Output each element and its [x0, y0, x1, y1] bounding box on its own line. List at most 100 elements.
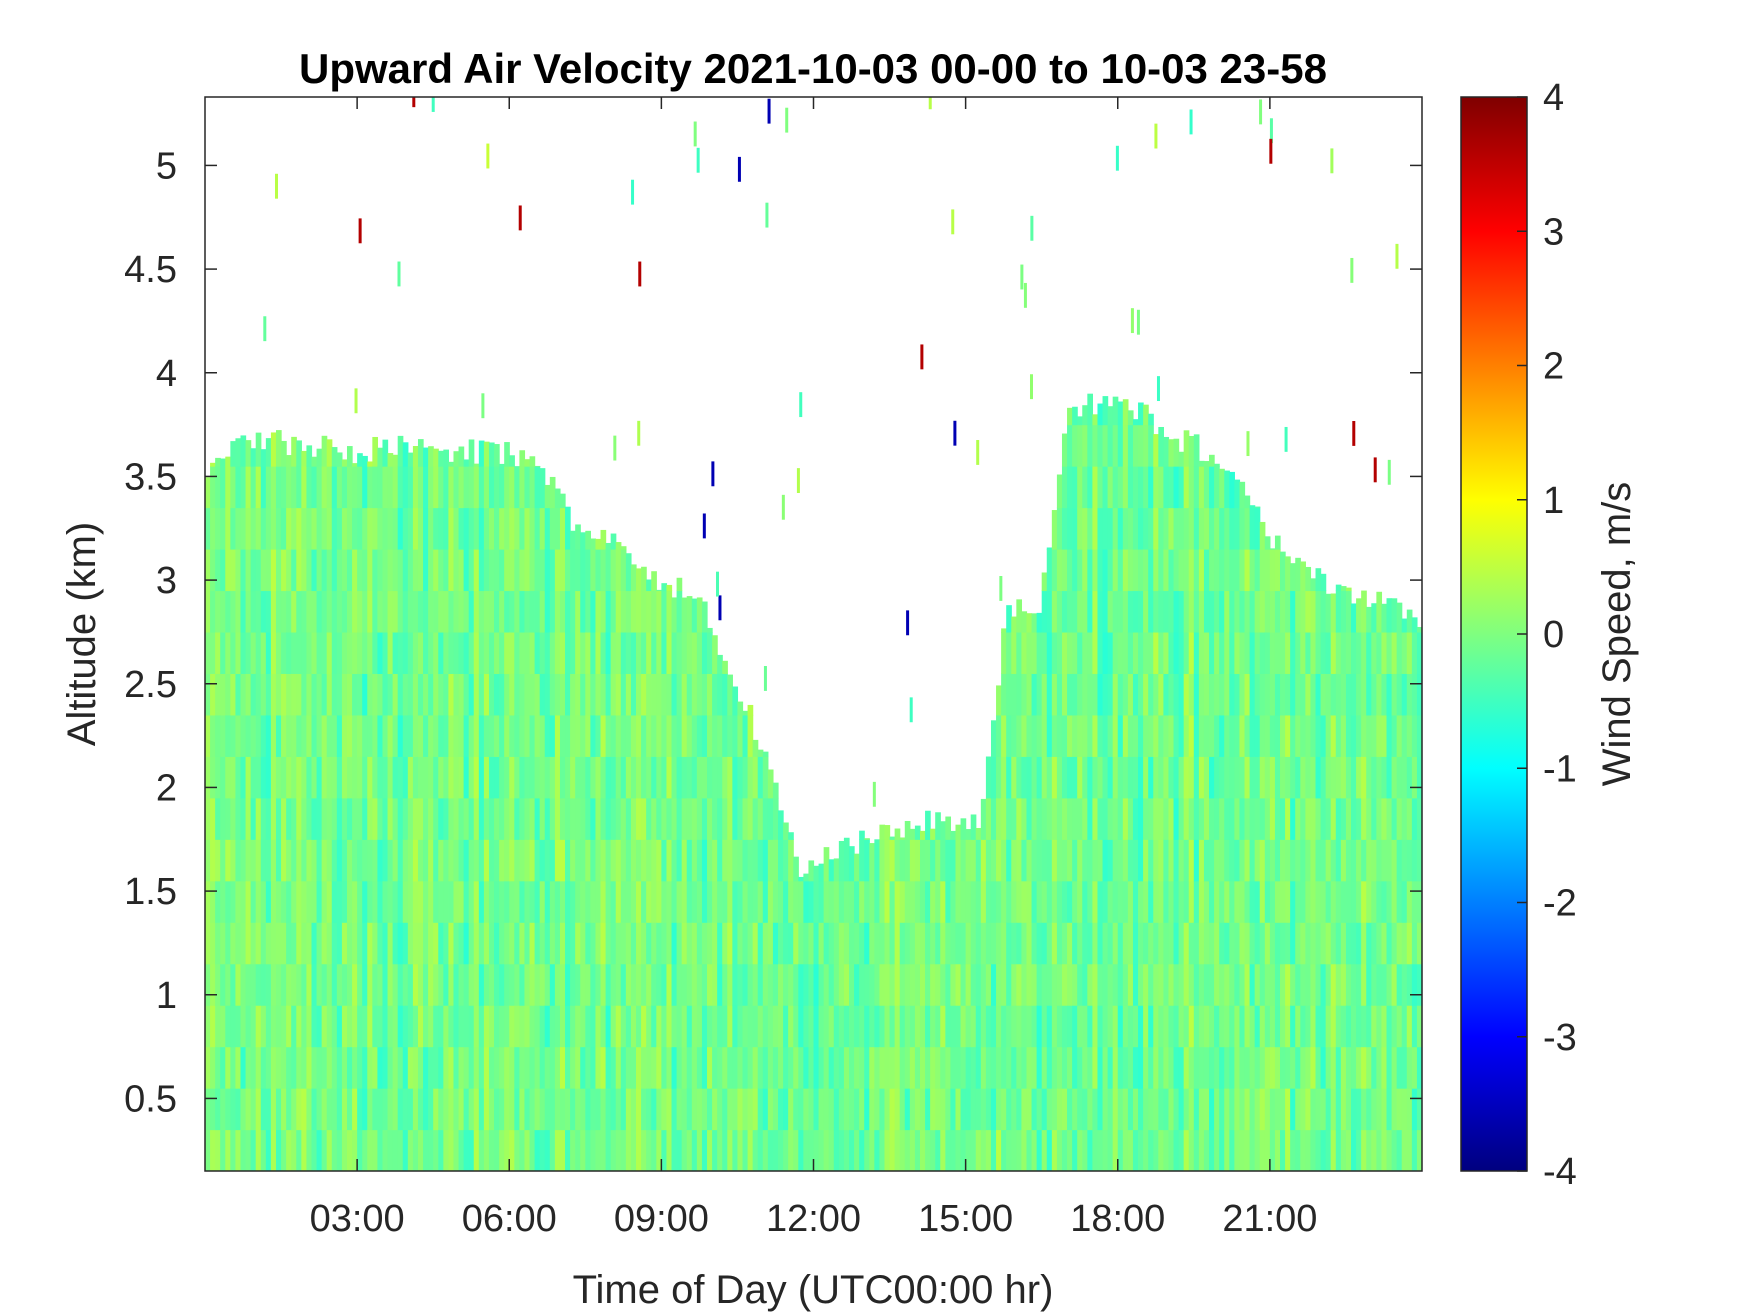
heatmap-cell	[387, 963, 394, 1006]
heatmap-cell	[1067, 1046, 1073, 1089]
heatmap-cell	[661, 839, 668, 882]
heatmap-cell	[321, 590, 328, 633]
heatmap-cell	[909, 697, 913, 723]
heatmap-cell	[585, 673, 591, 716]
heatmap-cell	[1209, 466, 1215, 509]
heatmap-cell	[1183, 714, 1190, 757]
heatmap-cell	[377, 590, 384, 633]
heatmap-cell	[1361, 673, 1367, 716]
heatmap-cell	[331, 590, 338, 633]
heatmap-cell	[727, 963, 733, 1006]
heatmap-cell	[636, 797, 642, 840]
heatmap-cell	[417, 466, 424, 509]
heatmap-cell	[1107, 424, 1114, 467]
heatmap-cell	[225, 507, 231, 550]
heatmap-cell	[260, 1129, 267, 1171]
heatmap-cell	[742, 880, 749, 923]
heatmap-cell	[869, 880, 875, 923]
heatmap-cell	[428, 590, 434, 633]
heatmap-cell	[676, 1046, 683, 1089]
heatmap-cell	[316, 548, 323, 592]
heatmap-cell	[1249, 631, 1256, 674]
heatmap-cell	[1366, 1088, 1372, 1131]
heatmap-cell	[1274, 631, 1281, 674]
heatmap-cell	[417, 590, 424, 633]
heatmap-cell	[534, 507, 541, 550]
heatmap-cell	[341, 756, 348, 799]
heatmap-cell	[205, 1129, 211, 1171]
heatmap-cell	[610, 631, 617, 674]
heatmap-cell	[1254, 1088, 1261, 1131]
heatmap-cell	[1188, 590, 1195, 633]
heatmap-cell	[433, 756, 439, 799]
heatmap-cell	[468, 507, 475, 550]
heatmap-cell	[1138, 797, 1144, 840]
heatmap-cell	[220, 1088, 226, 1131]
heatmap-cell	[1310, 1129, 1317, 1171]
heatmap-cell	[281, 963, 287, 1006]
heatmap-cell	[808, 1005, 815, 1048]
heatmap-cell	[828, 1129, 835, 1171]
heatmap-cell	[468, 631, 475, 674]
heatmap-cell	[1158, 548, 1164, 592]
heatmap-cell	[554, 880, 561, 923]
heatmap-cell	[220, 797, 226, 840]
heatmap-cell	[575, 880, 581, 923]
heatmap-cell	[265, 922, 272, 965]
heatmap-cell	[529, 1005, 536, 1048]
heatmap-cell	[610, 922, 617, 965]
heatmap-cell	[590, 1005, 597, 1048]
heatmap-cell	[1239, 963, 1246, 1006]
heatmap-cell	[1026, 1005, 1033, 1048]
heatmap-cell	[519, 1129, 526, 1171]
heatmap-cell	[1386, 714, 1393, 757]
heatmap-cell	[1401, 756, 1408, 799]
heatmap-cell	[864, 963, 870, 1006]
heatmap-cell	[428, 673, 434, 716]
heatmap-cell	[519, 922, 526, 965]
heatmap-cell	[575, 524, 581, 550]
heatmap-cell	[707, 963, 713, 1006]
heatmap-cell	[336, 714, 343, 757]
heatmap-cell	[1264, 631, 1271, 674]
heatmap-cell	[1011, 1129, 1017, 1171]
heatmap-cell	[1310, 756, 1317, 799]
heatmap-cell	[250, 590, 257, 633]
heatmap-cell	[362, 631, 368, 674]
heatmap-cell	[433, 590, 439, 633]
heatmap-cell	[1234, 1088, 1241, 1131]
heatmap-cell	[392, 631, 399, 674]
heatmap-cell	[620, 673, 627, 716]
heatmap-cell	[600, 714, 607, 757]
heatmap-cell	[1087, 424, 1093, 467]
heatmap-cell	[1016, 880, 1023, 923]
heatmap-cell	[235, 1005, 242, 1048]
heatmap-cell	[671, 1088, 678, 1131]
heatmap-cell	[321, 466, 328, 509]
heatmap-cell	[1077, 1005, 1083, 1048]
heatmap-cell	[1416, 880, 1422, 923]
heatmap-cell	[1290, 1088, 1296, 1131]
heatmap-cell	[808, 880, 815, 923]
heatmap-cell	[585, 963, 591, 1006]
heatmap-cell	[1158, 1129, 1164, 1171]
heatmap-cell	[357, 631, 363, 674]
heatmap-cell	[529, 466, 536, 509]
heatmap-cell	[1102, 922, 1109, 965]
heatmap-cell	[235, 922, 242, 965]
heatmap-cell	[788, 1088, 794, 1131]
heatmap-cell	[1300, 714, 1306, 757]
heatmap-cell	[1305, 714, 1312, 757]
heatmap-cell	[1401, 631, 1408, 674]
heatmap-cell	[580, 922, 586, 965]
heatmap-cell	[1061, 880, 1068, 923]
heatmap-cell	[1183, 590, 1190, 633]
heatmap-cell	[519, 1046, 526, 1089]
heatmap-cell	[1132, 839, 1139, 882]
heatmap-cell	[407, 963, 414, 1006]
heatmap-cell	[1006, 631, 1012, 674]
heatmap-cell	[230, 1046, 237, 1089]
heatmap-cell	[722, 756, 728, 799]
heatmap-cell	[463, 839, 470, 882]
heatmap-cell	[1219, 1005, 1225, 1048]
